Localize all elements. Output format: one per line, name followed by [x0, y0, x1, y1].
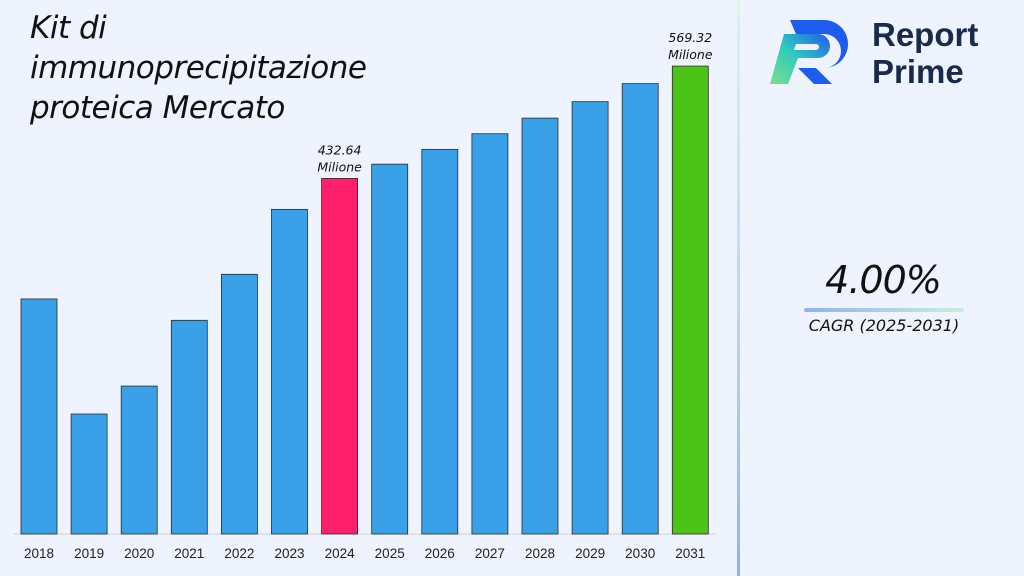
x-tick-label-2022: 2022	[224, 546, 254, 561]
bar-2029	[571, 101, 609, 535]
cagr-value: 4.00%	[825, 258, 942, 302]
brand-line-1: Report	[872, 16, 979, 53]
data-label-value-2024: 432.64	[318, 142, 362, 157]
cagr-underline	[804, 308, 964, 312]
x-tick-label-2019: 2019	[74, 546, 104, 561]
bar-2026	[421, 148, 459, 535]
x-tick-label-2023: 2023	[274, 546, 304, 561]
x-tick-label-2018: 2018	[24, 546, 54, 561]
x-tick-label-2026: 2026	[425, 546, 455, 561]
cagr-label: CAGR (2025-2031)	[808, 316, 960, 335]
bar-2031	[671, 65, 709, 535]
bar-2028	[521, 117, 559, 535]
bar-2019	[70, 413, 108, 535]
x-tick-label-2027: 2027	[475, 546, 505, 561]
x-tick-label-2031: 2031	[675, 546, 705, 561]
logo-mark-icon	[770, 20, 848, 84]
bar-2027	[471, 133, 509, 535]
bar-2025	[371, 163, 409, 535]
data-label-unit-2031: Milione	[668, 47, 713, 62]
x-tick-label-2021: 2021	[174, 546, 204, 561]
bar-2022	[220, 273, 258, 535]
x-tick-label-2024: 2024	[325, 546, 356, 561]
brand-line-2: Prime	[872, 53, 964, 90]
panel-divider	[737, 0, 740, 576]
bar-2023	[271, 208, 308, 535]
data-label-value-2031: 569.32	[668, 30, 712, 45]
x-tick-label-2030: 2030	[625, 546, 655, 561]
bar-2021	[170, 319, 208, 535]
bar-2024	[321, 178, 359, 535]
data-label-unit-2024: Milione	[317, 159, 362, 174]
bar-chart: 2018 2019 2020 2021 2022 2023 2024 2025 2026 2027…	[14, 30, 716, 561]
bar-2018	[20, 298, 58, 535]
chart-title: Kit di immunoprecipitazione proteica Mer…	[30, 10, 367, 126]
bar-2030	[621, 83, 659, 535]
x-tick-label-2025: 2025	[375, 546, 405, 561]
report-prime-logo: Report Prime	[766, 14, 1006, 94]
x-tick-label-2029: 2029	[575, 546, 605, 561]
bar-2020	[120, 385, 158, 535]
x-tick-label-2020: 2020	[124, 546, 154, 561]
x-tick-label-2028: 2028	[525, 546, 555, 561]
